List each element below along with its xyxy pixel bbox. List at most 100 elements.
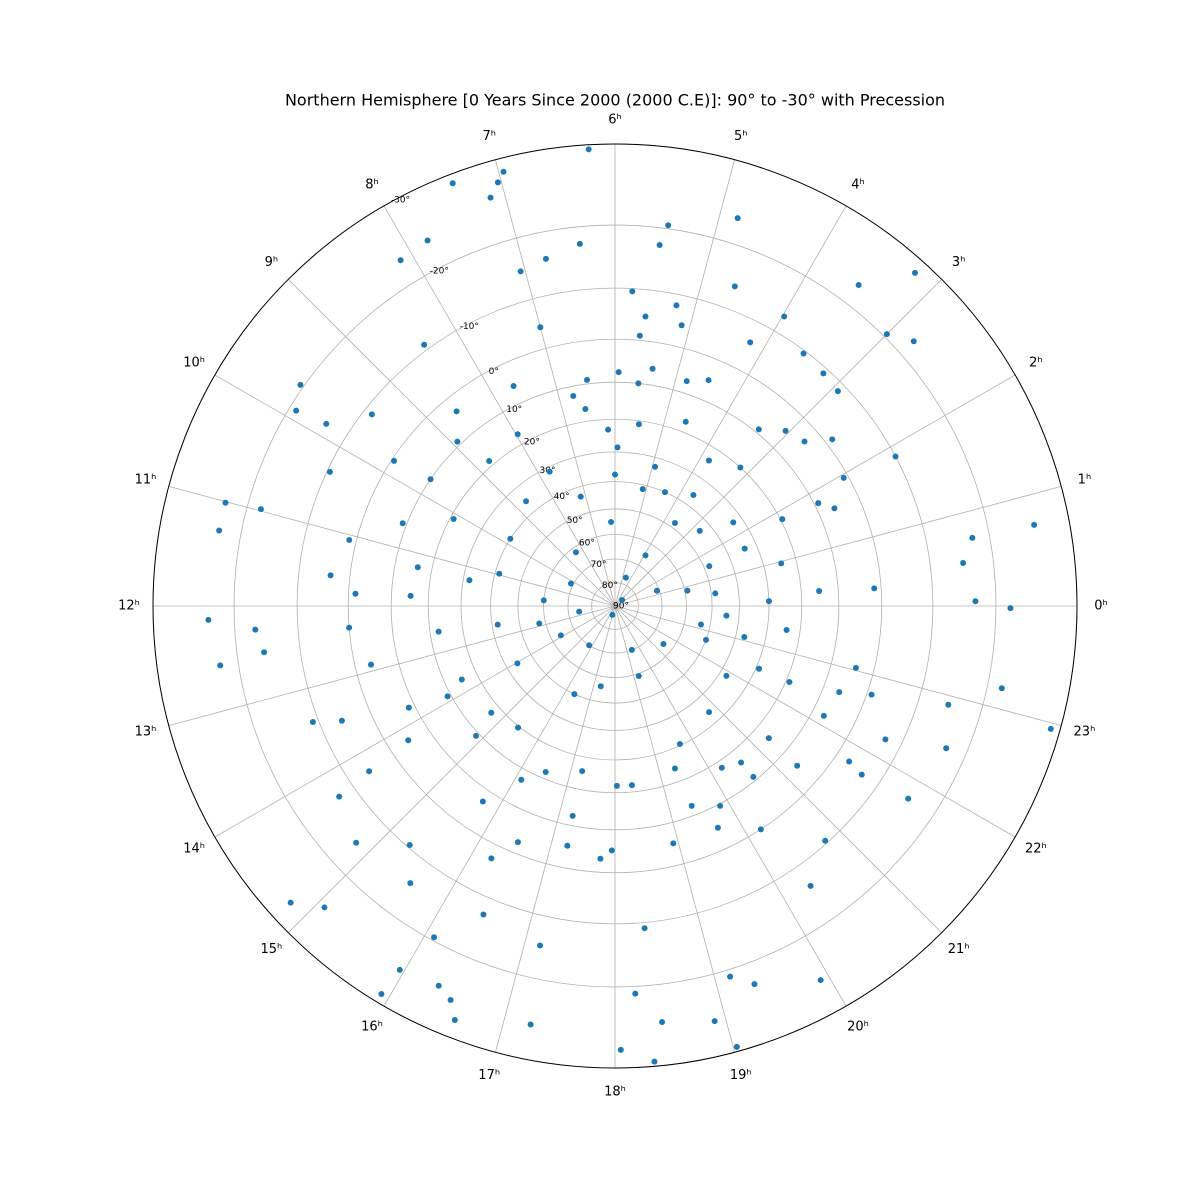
star-point bbox=[801, 438, 808, 445]
theta-tick-label: 13ʰ bbox=[135, 724, 157, 739]
star-point bbox=[405, 704, 412, 711]
star-point bbox=[673, 302, 680, 309]
star-point bbox=[390, 457, 397, 464]
plot-frame bbox=[152, 143, 1078, 1069]
star-point bbox=[454, 438, 461, 445]
star-point bbox=[871, 585, 878, 592]
r-tick-label: 20° bbox=[524, 437, 540, 447]
spoke-grid bbox=[383, 605, 616, 1007]
star-point bbox=[557, 632, 564, 639]
star-point bbox=[665, 222, 672, 229]
star-point bbox=[605, 426, 612, 433]
star-point bbox=[487, 194, 494, 201]
star-point bbox=[706, 709, 713, 716]
star-point bbox=[564, 842, 571, 849]
theta-tick-label: 15ʰ bbox=[260, 942, 282, 957]
star-point bbox=[612, 471, 618, 478]
star-point bbox=[782, 427, 789, 434]
star-point bbox=[868, 691, 875, 698]
spoke-grid bbox=[495, 605, 616, 1053]
star-point bbox=[597, 683, 604, 690]
star-point bbox=[414, 564, 421, 571]
star-point bbox=[969, 534, 976, 541]
star-point bbox=[336, 793, 343, 800]
theta-tick-label: 17ʰ bbox=[478, 1068, 500, 1083]
star-point bbox=[629, 288, 636, 295]
star-point bbox=[537, 324, 544, 331]
star-point bbox=[636, 332, 643, 339]
star-point bbox=[642, 552, 649, 559]
theta-tick-label: 20ʰ bbox=[847, 1019, 869, 1034]
star-point bbox=[816, 588, 823, 595]
star-point bbox=[852, 664, 859, 671]
star-point bbox=[514, 431, 521, 438]
star-point bbox=[883, 331, 890, 338]
spoke-grid bbox=[168, 486, 616, 607]
star-point bbox=[943, 745, 950, 752]
r-tick-label: 10° bbox=[506, 405, 522, 415]
star-point bbox=[737, 464, 744, 471]
star-point bbox=[546, 468, 553, 475]
star-point bbox=[723, 612, 730, 619]
star-point bbox=[500, 168, 507, 175]
spoke-grid bbox=[614, 159, 735, 607]
star-point bbox=[855, 282, 862, 289]
star-point bbox=[649, 365, 656, 372]
star-point bbox=[326, 468, 333, 475]
star-point bbox=[632, 990, 639, 997]
spoke-grid bbox=[383, 205, 616, 607]
star-point bbox=[507, 535, 514, 542]
star-point bbox=[536, 620, 543, 627]
r-tick-label: -10° bbox=[460, 322, 479, 332]
star-point bbox=[405, 737, 412, 744]
star-point bbox=[671, 765, 678, 772]
star-point bbox=[540, 597, 547, 604]
spoke-grid bbox=[614, 374, 1016, 607]
star-point bbox=[635, 673, 642, 680]
star-point bbox=[690, 492, 697, 499]
star-point bbox=[338, 717, 345, 724]
star-point bbox=[800, 350, 807, 357]
theta-tick-label: 19ʰ bbox=[730, 1068, 752, 1083]
star-point bbox=[510, 382, 517, 389]
star-point bbox=[1007, 605, 1014, 612]
star-point bbox=[817, 977, 824, 984]
star-point bbox=[755, 426, 762, 433]
star-point bbox=[323, 420, 330, 427]
star-point bbox=[998, 685, 1005, 692]
star-point bbox=[421, 341, 428, 348]
star-point bbox=[427, 476, 434, 483]
star-point bbox=[397, 257, 404, 264]
star-point bbox=[435, 628, 442, 635]
star-point bbox=[706, 563, 713, 570]
star-point bbox=[778, 560, 785, 567]
theta-tick-label: 6ʰ bbox=[608, 113, 622, 128]
star-point bbox=[466, 577, 473, 584]
star-point bbox=[765, 598, 772, 605]
theta-tick-label: 18ʰ bbox=[604, 1085, 626, 1100]
star-point bbox=[297, 381, 304, 388]
star-point bbox=[217, 662, 224, 669]
star-point bbox=[840, 474, 847, 481]
star-point bbox=[542, 769, 549, 776]
theta-tick-label: 14ʰ bbox=[183, 842, 205, 857]
star-point bbox=[309, 718, 316, 725]
star-point bbox=[639, 486, 646, 493]
spoke-grid bbox=[614, 605, 1016, 838]
star-point bbox=[911, 269, 918, 276]
star-point bbox=[641, 925, 648, 932]
theta-tick-label: 23ʰ bbox=[1074, 724, 1096, 739]
star-point bbox=[960, 559, 967, 566]
star-point bbox=[615, 369, 622, 376]
spoke-grid bbox=[614, 605, 847, 1007]
star-point bbox=[628, 782, 635, 789]
star-point bbox=[882, 736, 889, 743]
star-point bbox=[287, 899, 294, 906]
star-point bbox=[820, 370, 827, 377]
star-point bbox=[794, 762, 801, 769]
theta-tick-label: 22ʰ bbox=[1025, 842, 1047, 857]
star-point bbox=[660, 640, 667, 647]
star-point bbox=[783, 626, 790, 633]
star-point bbox=[205, 616, 212, 623]
